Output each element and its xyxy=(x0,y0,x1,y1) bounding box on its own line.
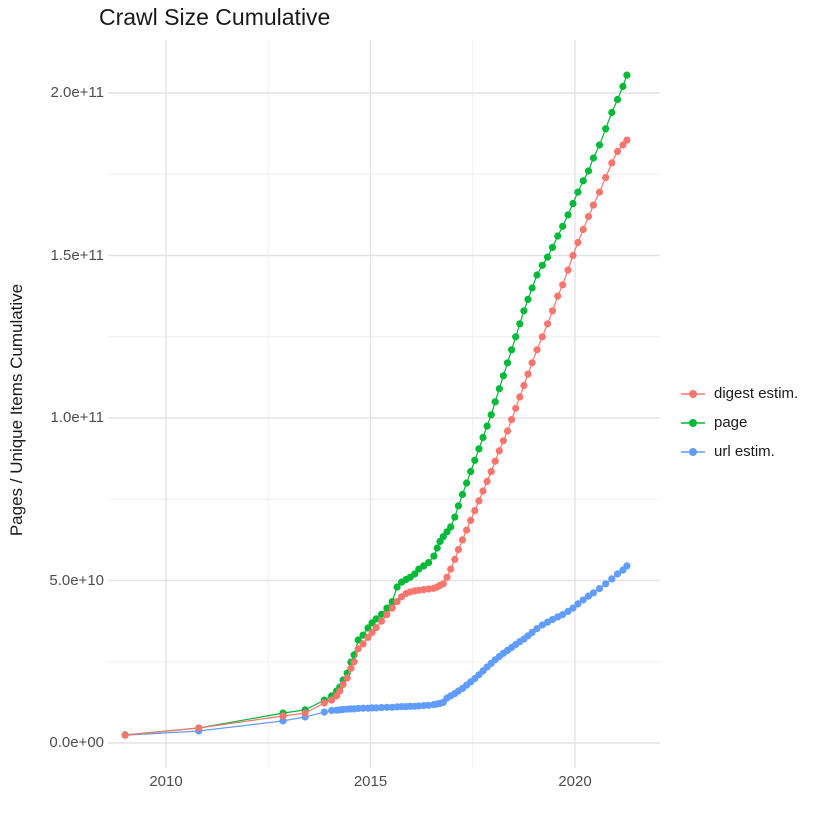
digest-series-key-icon xyxy=(681,389,705,398)
legend-label: page xyxy=(714,414,748,431)
y-tick-label: 5.0e+10 xyxy=(49,571,104,589)
url-series-key-icon xyxy=(681,447,705,456)
legend-key-dot xyxy=(689,447,697,456)
x-tick-label: 2020 xyxy=(558,773,592,790)
legend-key-dot xyxy=(689,389,697,398)
chart-title: Crawl Size Cumulative xyxy=(99,4,331,30)
x-tick-label: 2015 xyxy=(353,773,388,790)
legend-label: url estim. xyxy=(714,443,775,460)
legend-label: digest estim. xyxy=(714,385,799,402)
legend: digest estim. page url estim. xyxy=(680,379,798,466)
y-tick-label: 1.0e+11 xyxy=(50,409,104,426)
y-tick-label: 1.5e+11 xyxy=(50,246,104,264)
legend-item-url: url estim. xyxy=(680,437,798,466)
y-tick-label: 0.0e+00 xyxy=(49,734,104,751)
legend-key-dot xyxy=(689,418,697,427)
legend-item-digest: digest estim. xyxy=(680,379,798,408)
series-digest-estim- xyxy=(121,136,631,739)
series-page xyxy=(121,71,631,739)
page-series-key-icon xyxy=(681,418,705,427)
x-tick-label: 2010 xyxy=(149,773,183,790)
y-tick-label: 2.0e+11 xyxy=(50,84,104,101)
legend-item-page: page xyxy=(680,408,798,437)
series-url-estim- xyxy=(121,562,631,739)
